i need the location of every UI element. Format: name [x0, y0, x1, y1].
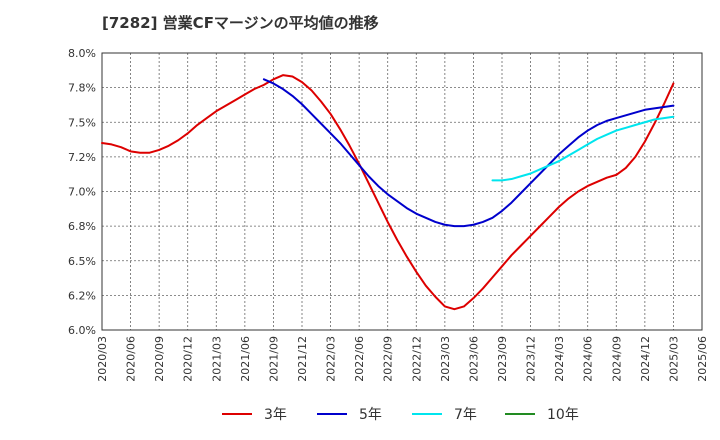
x-tick-label: 2024/06: [582, 336, 595, 382]
legend: 3年 5年 7年 10年: [222, 407, 579, 423]
legend-label: 3年: [264, 407, 287, 423]
x-tick-label: 2023/06: [467, 336, 480, 382]
y-tick-label: 7.5%: [68, 116, 96, 129]
x-tick-label: 2023/12: [525, 336, 538, 382]
x-tick-label: 2022/12: [410, 336, 423, 382]
x-tick-label: 2022/03: [325, 336, 338, 382]
legend-label: 5年: [359, 407, 382, 423]
x-tick-label: 2022/06: [353, 336, 366, 382]
legend-label: 10年: [547, 407, 579, 423]
chart-title: [7282] 営業CFマージンの平均値の推移: [102, 14, 379, 32]
series-lines: [101, 74, 675, 311]
x-tick-label: 2020/12: [182, 336, 195, 382]
x-tick-label: 2023/03: [439, 336, 452, 382]
x-tick-label: 2020/09: [153, 336, 166, 382]
y-tick-label: 7.8%: [68, 82, 96, 95]
y-tick-label: 6.8%: [68, 220, 96, 233]
y-tick-label: 6.5%: [68, 255, 96, 268]
series-line-7年: [491, 115, 675, 182]
x-tick-label: 2024/09: [610, 336, 623, 382]
x-tick-label: 2024/12: [639, 336, 652, 382]
x-tick-label: 2021/09: [267, 336, 280, 382]
legend-label: 7年: [454, 407, 477, 423]
y-tick-label: 8.0%: [68, 47, 96, 60]
axes: 6.0% 6.2% 6.5% 6.8% 7.0% 7.2% 7.5% 7.8% 8.0% 2020…: [68, 47, 709, 382]
x-tick-label: 2021/06: [239, 336, 252, 382]
x-tick-label: 2021/12: [296, 336, 309, 382]
x-tick-label: 2021/03: [210, 336, 223, 382]
grid: [101, 52, 703, 331]
y-tick-label: 7.2%: [68, 151, 96, 164]
x-tick-label: 2020/06: [125, 336, 138, 382]
x-tick-label: 2022/09: [382, 336, 395, 382]
x-tick-label: 2025/03: [667, 336, 680, 382]
x-tick-label: 2024/03: [553, 336, 566, 382]
y-tick-label: 6.0%: [68, 324, 96, 337]
y-tick-label: 6.2%: [68, 289, 96, 302]
x-tick-label: 2020/03: [96, 336, 109, 382]
x-tick-label: 2023/09: [496, 336, 509, 382]
y-tick-label: 7.0%: [68, 186, 96, 199]
series-line-3年: [101, 74, 675, 311]
series-line-5年: [262, 78, 675, 228]
x-tick-label: 2025/06: [696, 336, 709, 382]
plot-border: [101, 52, 703, 331]
